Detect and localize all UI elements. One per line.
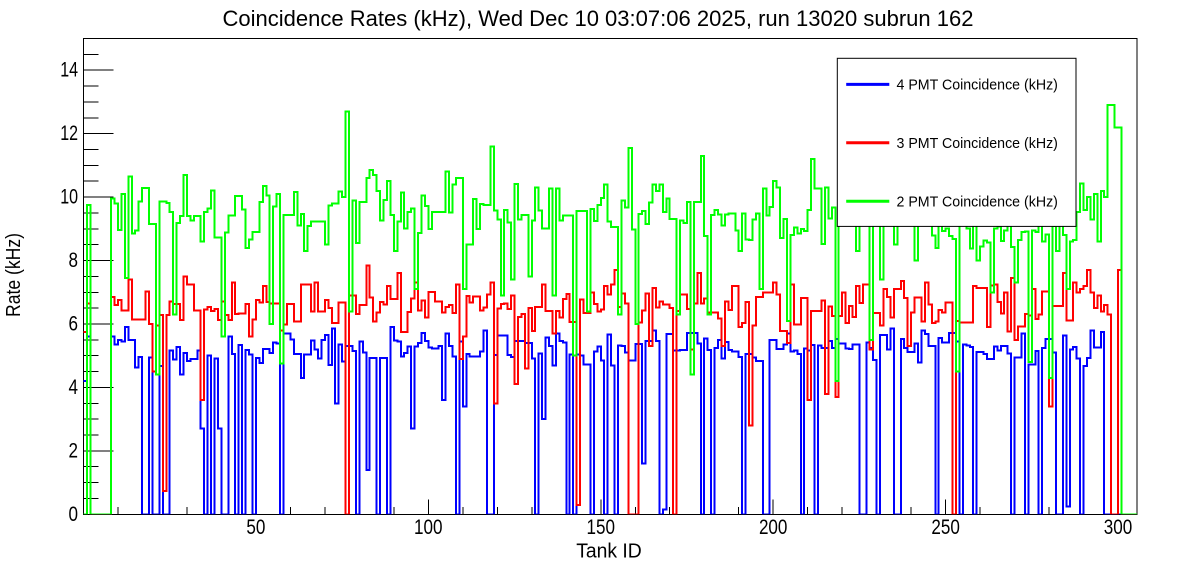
svg-text:6: 6 [69, 313, 79, 336]
svg-text:8: 8 [69, 249, 79, 272]
svg-text:4: 4 [69, 376, 79, 399]
svg-text:Tank ID: Tank ID [576, 541, 642, 563]
svg-text:Rate (kHz): Rate (kHz) [3, 233, 25, 317]
svg-text:200: 200 [759, 516, 788, 539]
svg-text:2 PMT Coincidence (kHz): 2 PMT Coincidence (kHz) [897, 193, 1058, 210]
svg-text:100: 100 [414, 516, 443, 539]
svg-text:2: 2 [69, 439, 79, 462]
svg-text:12: 12 [60, 122, 78, 145]
svg-text:10: 10 [60, 186, 78, 209]
svg-text:14: 14 [60, 59, 78, 82]
svg-text:Coincidence Rates (kHz), Wed D: Coincidence Rates (kHz), Wed Dec 10 03:0… [223, 6, 974, 31]
svg-text:50: 50 [246, 516, 265, 539]
svg-text:300: 300 [1104, 516, 1133, 539]
svg-text:4 PMT Coincidence (kHz): 4 PMT Coincidence (kHz) [897, 77, 1058, 94]
svg-text:0: 0 [69, 503, 79, 526]
svg-text:3 PMT Coincidence (kHz): 3 PMT Coincidence (kHz) [897, 135, 1058, 152]
svg-text:150: 150 [587, 516, 616, 539]
svg-text:250: 250 [931, 516, 960, 539]
